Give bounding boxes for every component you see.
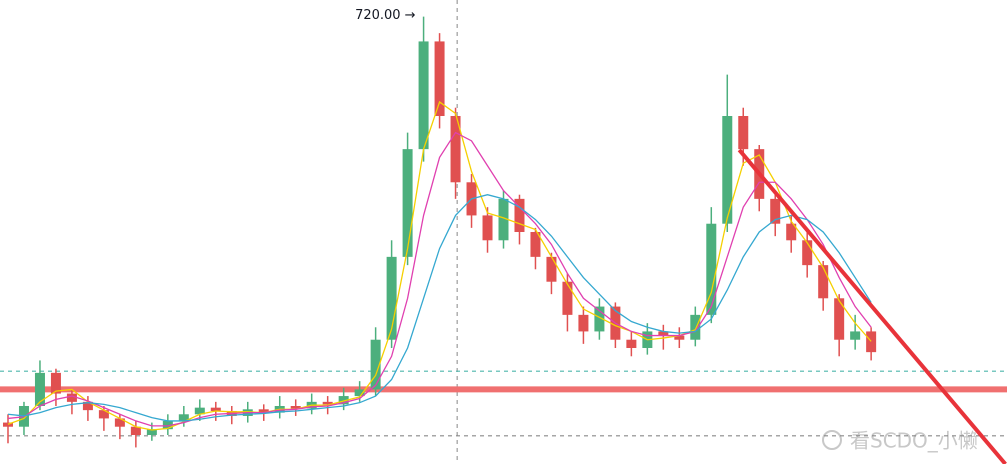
trendline <box>737 148 1007 464</box>
candle-body <box>98 410 109 419</box>
watermark-icon <box>822 430 842 450</box>
candle-body <box>706 223 717 315</box>
candle-body <box>770 198 781 224</box>
candle-body <box>418 41 429 150</box>
candle-body <box>194 407 205 415</box>
candle-body <box>866 331 877 353</box>
candle-body <box>146 429 157 435</box>
candle-body <box>82 401 93 411</box>
candle-body <box>162 420 173 430</box>
candle-body <box>210 407 221 411</box>
watermark: 看SCDO_小懒 <box>850 429 978 453</box>
candle-body <box>722 116 733 224</box>
candle-body <box>738 116 749 150</box>
candle-body <box>370 339 381 390</box>
candle-body <box>850 331 861 340</box>
candle-body <box>514 198 525 232</box>
candle-body <box>130 426 141 435</box>
candle-body <box>674 335 685 340</box>
candle-body <box>402 149 413 257</box>
candle-body <box>258 409 269 413</box>
moving-average <box>7 194 872 422</box>
candle-body <box>658 331 669 336</box>
candle-body <box>434 41 445 116</box>
candle-body <box>562 281 573 315</box>
candle-body <box>354 389 365 397</box>
candle-body <box>626 339 637 348</box>
candle-body <box>450 116 461 183</box>
candle-body <box>2 422 13 427</box>
candle-body <box>50 372 61 394</box>
moving-average <box>7 131 872 427</box>
candle-body <box>482 215 493 241</box>
candle-body <box>530 232 541 257</box>
candle-body <box>786 223 797 241</box>
candle-body <box>66 393 77 402</box>
candle-body <box>594 306 605 332</box>
candle-body <box>818 265 829 299</box>
candle-body <box>546 256 557 282</box>
high-label: 720.00 → <box>355 8 416 23</box>
candle-body <box>178 414 189 421</box>
candle-body <box>322 401 333 405</box>
candle-body <box>834 298 845 340</box>
candle-body <box>338 396 349 405</box>
candle-body <box>114 418 125 427</box>
candle-body <box>34 372 45 406</box>
candle-body <box>290 406 301 409</box>
candle-body <box>802 240 813 266</box>
candle-body <box>498 198 509 241</box>
candle-body <box>386 256 397 340</box>
candle-body <box>578 314 589 332</box>
candle-body <box>690 314 701 340</box>
moving-average <box>7 100 872 431</box>
